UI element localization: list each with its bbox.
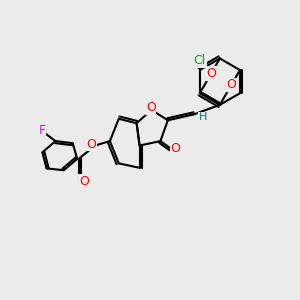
Text: O: O (146, 101, 156, 114)
Text: O: O (79, 175, 89, 188)
Text: O: O (86, 138, 96, 151)
Text: F: F (38, 124, 46, 137)
Text: O: O (206, 67, 216, 80)
Text: O: O (226, 79, 236, 92)
Text: O: O (170, 142, 180, 155)
Text: H: H (199, 112, 207, 122)
Text: Cl: Cl (194, 54, 206, 67)
